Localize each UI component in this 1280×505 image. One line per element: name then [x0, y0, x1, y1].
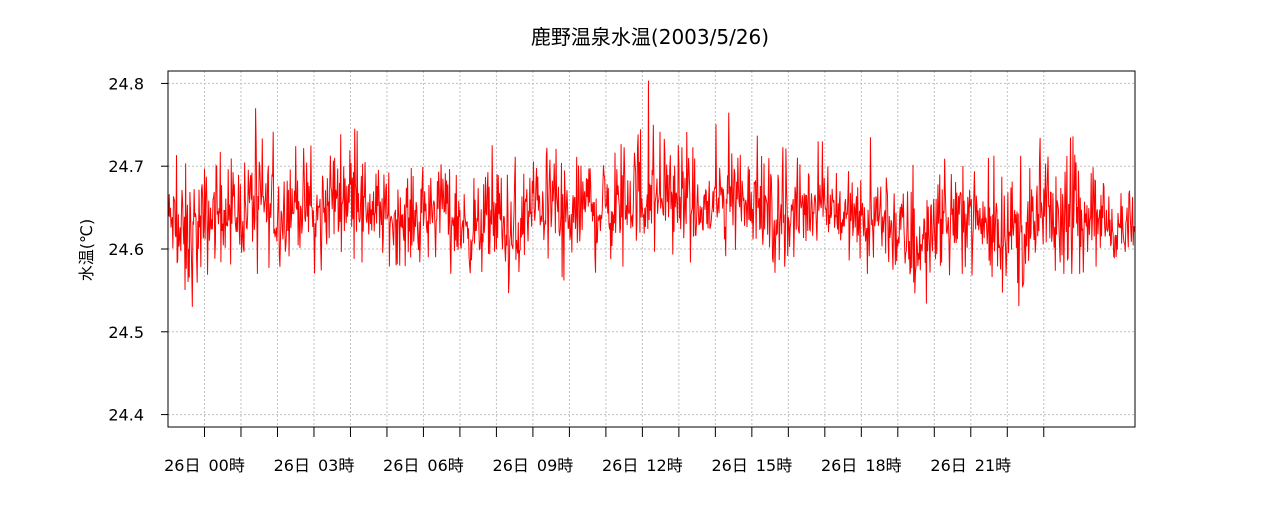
- y-tick-label: 24.7: [108, 157, 144, 176]
- y-axis: 24.4 24.5 24.6 24.7 24.8: [108, 74, 168, 425]
- x-tick-label-hour: 21時: [975, 456, 1011, 475]
- x-tick-label-hour: 18時: [865, 456, 901, 475]
- x-tick-label-date: 26日: [711, 456, 747, 475]
- x-tick-label-hour: 06時: [427, 456, 463, 475]
- x-tick-label-date: 26日: [493, 456, 529, 475]
- data-series: [168, 80, 1135, 307]
- temperature-series-line: [168, 80, 1135, 307]
- x-tick-label-date: 26日: [602, 456, 638, 475]
- x-tick-label-date: 26日: [383, 456, 419, 475]
- grid-lines: [168, 71, 1135, 427]
- x-tick-label-hour: 03時: [318, 456, 354, 475]
- x-tick-label-hour: 09時: [537, 456, 573, 475]
- y-tick-label: 24.8: [108, 74, 144, 93]
- x-tick-label-date: 26日: [821, 456, 857, 475]
- x-tick-label-hour: 15時: [756, 456, 792, 475]
- x-tick-label-hour: 12時: [646, 456, 682, 475]
- x-tick-label-date: 26日: [274, 456, 310, 475]
- x-tick-label-hour: 00時: [208, 456, 244, 475]
- x-tick-label-date: 26日: [164, 456, 200, 475]
- chart-title: 鹿野温泉水温(2003/5/26): [531, 25, 769, 49]
- y-tick-label: 24.4: [108, 406, 144, 425]
- y-axis-label: 水温(℃): [77, 219, 96, 281]
- x-axis: 26日 00時 26日 03時 26日 06時 26日 09時 26日 12時 26日 15時 26日 1…: [164, 427, 1045, 475]
- y-tick-label: 24.5: [108, 323, 144, 342]
- x-tick-label-date: 26日: [930, 456, 966, 475]
- y-tick-label: 24.6: [108, 240, 144, 259]
